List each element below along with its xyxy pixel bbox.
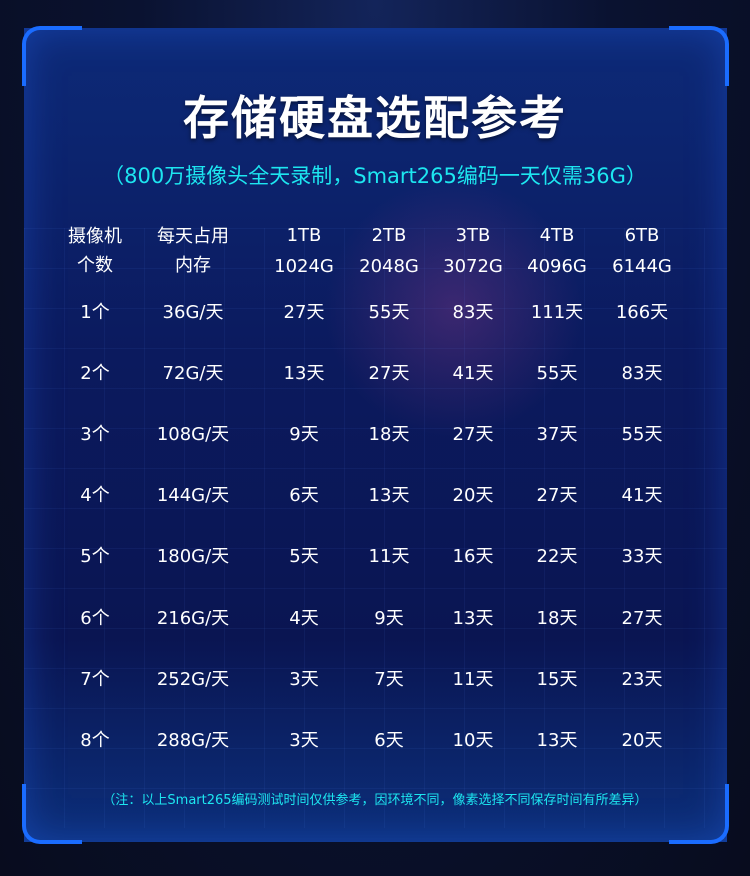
days-cell: 41天 <box>452 363 494 385</box>
days-cell: 15天 <box>536 668 578 690</box>
days-cell: 27天 <box>452 424 494 446</box>
camera-count-cell: 6个 <box>80 607 110 629</box>
days-cell: 37天 <box>536 424 578 446</box>
days-cell: 27天 <box>621 607 663 629</box>
days-cell: 11天 <box>368 546 410 568</box>
column-header-line1: 2TB <box>371 225 407 246</box>
days-cell: 7天 <box>374 668 404 690</box>
camera-count-cell: 8个 <box>80 729 110 751</box>
corner-bracket <box>669 784 729 844</box>
daily-usage-cell: 36G/天 <box>162 302 224 323</box>
column-header-line2: 个数 <box>77 255 113 276</box>
column-header: 1TB 1024G <box>274 221 334 281</box>
days-cell: 111天 <box>530 302 584 323</box>
column-header: 4TB 4096G <box>527 221 587 281</box>
camera-count-cell: 7个 <box>80 668 110 690</box>
days-cell: 27天 <box>283 302 325 323</box>
daily-usage-cell: 144G/天 <box>156 485 230 507</box>
days-cell: 27天 <box>368 363 410 385</box>
grid-decoration <box>24 228 727 828</box>
days-cell: 6天 <box>289 485 319 507</box>
days-cell: 9天 <box>374 607 404 629</box>
days-cell: 18天 <box>536 607 578 629</box>
footnote: （注：以上Smart265编码测试时间仅供参考，因环境不同，像素选择不同保存时间… <box>102 793 648 808</box>
days-cell: 16天 <box>452 546 494 568</box>
camera-count-cell: 2个 <box>80 363 110 385</box>
camera-count-cell: 4个 <box>80 485 110 507</box>
days-cell: 20天 <box>452 485 494 507</box>
column-header-line2: 1024G <box>274 256 334 277</box>
days-cell: 20天 <box>621 729 663 751</box>
days-cell: 22天 <box>536 546 578 568</box>
column-header-line2: 2048G <box>359 256 419 277</box>
days-cell: 10天 <box>452 729 494 751</box>
days-cell: 13天 <box>283 363 325 385</box>
column-header-line2: 4096G <box>527 256 587 277</box>
column-header: 6TB 6144G <box>612 221 672 281</box>
daily-usage-cell: 72G/天 <box>162 363 224 385</box>
glow-decoration <box>324 178 584 438</box>
days-cell: 83天 <box>621 363 663 385</box>
column-header-line2: 6144G <box>612 256 672 277</box>
column-header-line1: 摄像机 <box>68 226 122 247</box>
corner-bracket <box>22 26 82 86</box>
column-header-line1: 每天占用 <box>157 226 229 247</box>
days-cell: 13天 <box>536 729 578 751</box>
subtitle: （800万摄像头全天录制，Smart265编码一天仅需36G） <box>103 164 647 188</box>
daily-usage-cell: 216G/天 <box>156 607 230 629</box>
column-header: 每天占用 内存 <box>157 222 229 280</box>
days-cell: 27天 <box>536 485 578 507</box>
page-title: 存储硬盘选配参考 <box>183 91 567 145</box>
panel <box>24 28 727 842</box>
days-cell: 55天 <box>368 302 410 323</box>
days-cell: 55天 <box>621 424 663 446</box>
daily-usage-cell: 288G/天 <box>156 729 230 751</box>
days-cell: 41天 <box>621 485 663 507</box>
column-header-line1: 4TB <box>539 225 575 246</box>
camera-count-cell: 1个 <box>80 302 110 323</box>
corner-bracket <box>22 784 82 844</box>
column-header: 摄像机 个数 <box>68 222 122 280</box>
daily-usage-cell: 108G/天 <box>156 424 230 446</box>
days-cell: 23天 <box>621 668 663 690</box>
corner-bracket <box>669 26 729 86</box>
days-cell: 13天 <box>452 607 494 629</box>
days-cell: 3天 <box>289 668 319 690</box>
column-header-line1: 1TB <box>286 225 322 246</box>
daily-usage-cell: 180G/天 <box>156 546 230 568</box>
days-cell: 83天 <box>452 302 494 323</box>
days-cell: 9天 <box>289 424 319 446</box>
days-cell: 3天 <box>289 729 319 751</box>
days-cell: 4天 <box>289 607 319 629</box>
column-header: 3TB 3072G <box>443 221 503 281</box>
camera-count-cell: 5个 <box>80 546 110 568</box>
days-cell: 33天 <box>621 546 663 568</box>
days-cell: 6天 <box>374 729 404 751</box>
days-cell: 55天 <box>536 363 578 385</box>
column-header-line1: 6TB <box>624 225 660 246</box>
days-cell: 11天 <box>452 668 494 690</box>
days-cell: 18天 <box>368 424 410 446</box>
daily-usage-cell: 252G/天 <box>156 668 230 690</box>
camera-count-cell: 3个 <box>80 424 110 446</box>
column-header-line1: 3TB <box>455 225 491 246</box>
column-header-line2: 3072G <box>443 256 503 277</box>
days-cell: 13天 <box>368 485 410 507</box>
column-header-line2: 内存 <box>175 255 211 276</box>
days-cell: 5天 <box>289 546 319 568</box>
column-header: 2TB 2048G <box>359 221 419 281</box>
days-cell: 166天 <box>615 302 669 323</box>
